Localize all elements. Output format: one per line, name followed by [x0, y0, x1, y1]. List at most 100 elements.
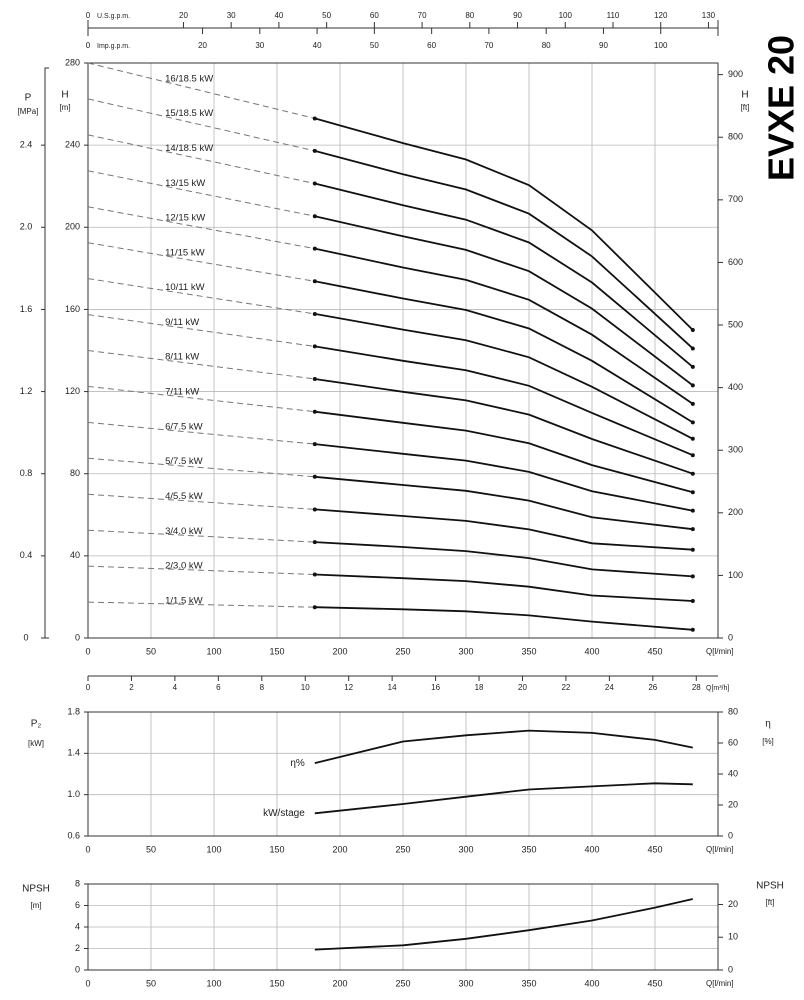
pressure-tick-label: 0	[23, 632, 28, 642]
series-label: 15/18.5 kW	[165, 108, 213, 119]
curve	[314, 215, 694, 387]
x-axis-label: Q[l/min]	[706, 647, 734, 656]
y2-tick-label: 40	[728, 768, 738, 778]
curve	[314, 117, 694, 331]
flow-tick-label: 20	[179, 11, 188, 20]
curve-end-marker	[312, 409, 317, 414]
flow-tick-label: 90	[513, 11, 522, 20]
series-label: 8/11 kW	[165, 352, 199, 363]
x-tick-label: 250	[395, 646, 410, 656]
y-axis-unit: [kW]	[28, 739, 44, 748]
x-tick-label: 0	[85, 978, 90, 988]
x-tick-label: 400	[584, 646, 599, 656]
y-tick-label: 80	[70, 468, 80, 478]
flow-tick-label: 80	[542, 41, 551, 50]
x-axis-label: Q[l/min]	[706, 979, 734, 988]
curve-end-marker	[312, 377, 317, 382]
y2-tick-label: 800	[728, 132, 743, 142]
flow-tick-label: 24	[605, 683, 614, 692]
flow-tick-label: 2	[129, 683, 134, 692]
y-axis-label: H	[61, 90, 68, 101]
flow-tick-label: 0	[86, 11, 91, 20]
y-tick-label: 200	[65, 222, 80, 232]
curve-end-marker	[312, 344, 317, 349]
curve	[314, 508, 693, 551]
extrapolated-line	[87, 62, 315, 119]
extrapolated-line	[87, 350, 315, 380]
y2-axis-unit: [ft]	[741, 103, 750, 112]
extrapolated-line	[87, 242, 315, 282]
series-label: 10/11 kW	[165, 282, 204, 293]
curve	[314, 345, 694, 457]
series-label: kW/stage	[263, 808, 305, 819]
x-tick-label: 350	[521, 844, 536, 854]
y2-tick-label: 300	[728, 445, 743, 455]
extrapolated-line	[87, 565, 315, 575]
x-tick-label: 350	[521, 978, 536, 988]
curve-end-marker	[690, 346, 695, 351]
flow-tick-label: 16	[431, 683, 440, 692]
flow-tick-label: 26	[648, 683, 657, 692]
curve	[314, 150, 694, 350]
flow-tick-label: 40	[313, 41, 322, 50]
y2-tick-label: 600	[728, 257, 743, 267]
flow-axis-label: Q[m³/h]	[706, 685, 729, 692]
curve-end-marker	[690, 627, 695, 632]
curve-end-marker	[312, 442, 317, 447]
y-tick-label: 0.6	[67, 830, 80, 840]
series-label: 14/18.5 kW	[165, 143, 213, 154]
curve-end-marker	[690, 471, 695, 476]
curve	[314, 782, 693, 815]
curve-end-marker	[690, 453, 695, 458]
curve-end-marker	[312, 181, 317, 186]
y-tick-label: 0	[75, 964, 80, 974]
x-tick-label: 50	[146, 646, 156, 656]
x-tick-label: 0	[85, 844, 90, 854]
pressure-tick-label: 0.8	[20, 468, 33, 478]
curve	[314, 898, 693, 951]
y2-axis-label: NPSH	[756, 881, 784, 892]
series-label: 3/4.0 kW	[165, 526, 203, 537]
curve-end-marker	[690, 547, 695, 552]
curve-end-marker	[690, 574, 695, 579]
curve-end-marker	[690, 420, 695, 425]
curve-end-marker	[312, 507, 317, 512]
curve	[314, 443, 693, 512]
y-axis-unit: [m]	[59, 103, 70, 112]
y2-tick-label: 0	[728, 964, 733, 974]
extrapolated-line	[87, 529, 315, 543]
y-axis-label: P₂	[31, 719, 42, 730]
curve-end-marker	[312, 279, 317, 284]
y2-tick-label: 20	[728, 799, 738, 809]
series-label: η%	[290, 758, 305, 769]
curve-end-marker	[312, 540, 317, 545]
x-tick-label: 150	[269, 844, 284, 854]
y-tick-label: 1.4	[67, 748, 80, 758]
curve	[314, 541, 693, 578]
x-tick-label: 400	[584, 978, 599, 988]
series-label: 2/3.0 kW	[165, 561, 203, 572]
flow-tick-label: 20	[198, 41, 207, 50]
x-tick-label: 100	[206, 646, 221, 656]
y-axis-label: NPSH	[22, 884, 50, 895]
extrapolated-line	[87, 314, 315, 347]
series-label: 9/11 kW	[165, 317, 199, 328]
x-tick-label: 50	[146, 978, 156, 988]
pressure-tick-label: 0.4	[20, 550, 33, 560]
flow-tick-label: 20	[518, 683, 527, 692]
flow-tick-label: 4	[173, 683, 178, 692]
series-label: 4/5.5 kW	[165, 491, 203, 502]
y2-axis-unit: [ft]	[766, 898, 775, 907]
curve	[314, 410, 694, 494]
curve-end-marker	[312, 311, 317, 316]
y2-tick-label: 0	[728, 632, 733, 642]
curve	[314, 378, 694, 475]
curve-end-marker	[690, 383, 695, 388]
extrapolated-line	[87, 98, 315, 152]
x-tick-label: 450	[647, 646, 662, 656]
flow-tick-label: 110	[607, 11, 620, 20]
curve-end-marker	[312, 605, 317, 610]
flow-axis-label: Imp.g.p.m.	[97, 43, 130, 50]
pressure-tick-label: 1.2	[20, 386, 33, 396]
